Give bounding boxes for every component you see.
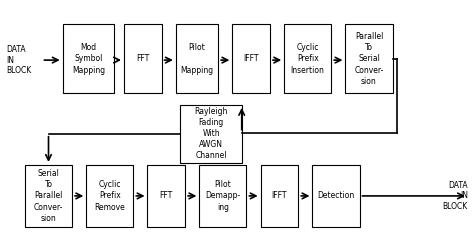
- FancyBboxPatch shape: [147, 165, 185, 227]
- Text: Detection: Detection: [317, 192, 355, 200]
- FancyBboxPatch shape: [284, 24, 331, 93]
- Text: FFT: FFT: [160, 192, 173, 200]
- Text: Rayleigh
Fading
With
AWGN
Channel: Rayleigh Fading With AWGN Channel: [194, 107, 228, 161]
- Text: FFT: FFT: [136, 55, 149, 63]
- FancyBboxPatch shape: [86, 165, 133, 227]
- Text: IFFT: IFFT: [272, 192, 287, 200]
- FancyBboxPatch shape: [181, 105, 242, 163]
- Text: DATA
IN
BLOCK: DATA IN BLOCK: [6, 45, 31, 75]
- FancyBboxPatch shape: [312, 165, 359, 227]
- FancyBboxPatch shape: [199, 165, 246, 227]
- Text: Pilot
Demapp-
ing: Pilot Demapp- ing: [205, 180, 240, 212]
- FancyBboxPatch shape: [124, 24, 162, 93]
- Text: Parallel
To
Serial
Conver-
sion: Parallel To Serial Conver- sion: [354, 32, 383, 86]
- Text: Cyclic
Prefix
Remove: Cyclic Prefix Remove: [94, 180, 125, 212]
- Text: Pilot

Mapping: Pilot Mapping: [181, 43, 213, 75]
- Text: IFFT: IFFT: [243, 55, 259, 63]
- FancyBboxPatch shape: [261, 165, 298, 227]
- Text: Serial
To
Parallel
Conver-
sion: Serial To Parallel Conver- sion: [34, 169, 63, 223]
- FancyBboxPatch shape: [232, 24, 270, 93]
- FancyBboxPatch shape: [63, 24, 115, 93]
- Text: Mod
Symbol
Mapping: Mod Symbol Mapping: [72, 43, 105, 75]
- Text: Cyclic
Prefix
Insertion: Cyclic Prefix Insertion: [291, 43, 325, 75]
- FancyBboxPatch shape: [176, 24, 218, 93]
- Text: DATA
IN
BLOCK: DATA IN BLOCK: [443, 181, 468, 211]
- FancyBboxPatch shape: [346, 24, 392, 93]
- FancyBboxPatch shape: [25, 165, 72, 227]
